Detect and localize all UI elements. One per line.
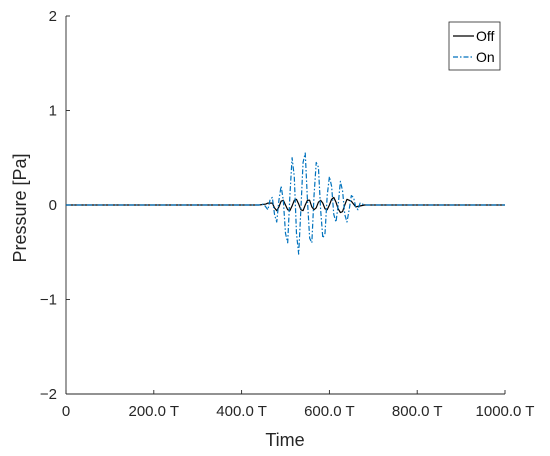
legend: Off On <box>448 21 501 71</box>
y-tick-label: 1 <box>49 103 57 120</box>
x-tick-label: 800.0 T <box>392 403 443 420</box>
legend-label-on: On <box>476 49 495 65</box>
x-tick-label: 0 <box>62 403 70 420</box>
x-tick-label: 1000.0 T <box>476 403 535 420</box>
y-axis-title: Pressure [Pa] <box>10 153 30 262</box>
y-tick-label: 2 <box>49 8 57 25</box>
legend-label-off: Off <box>476 28 495 44</box>
x-tick-label: 200.0 T <box>128 403 179 420</box>
plot-area: 0 200.0 T 400.0 T 600.0 T 800.0 T 1000.0 T −2 −… <box>40 8 535 420</box>
x-axis-title: Time <box>265 430 304 450</box>
y-tick-label: −2 <box>40 386 57 403</box>
legend-box <box>448 21 501 71</box>
y-tick-label: −1 <box>40 292 57 309</box>
y-tick-label: 0 <box>49 197 57 214</box>
x-tick-label: 400.0 T <box>216 403 267 420</box>
series-line-off <box>66 196 505 214</box>
x-tick-label: 600.0 T <box>304 403 355 420</box>
